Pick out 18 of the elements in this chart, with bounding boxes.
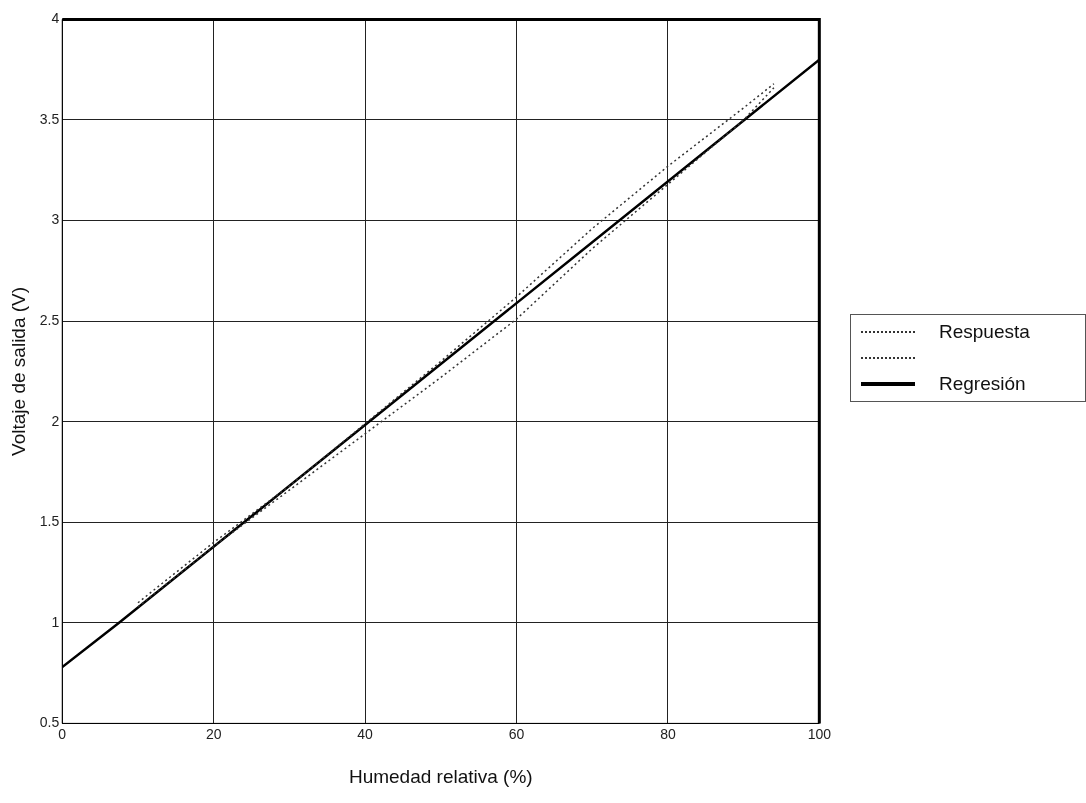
y-tick-label: 2 xyxy=(51,412,60,429)
x-tick-label: 80 xyxy=(660,725,676,742)
y-tick-label: 1.5 xyxy=(39,513,60,530)
y-tick-label: 2.5 xyxy=(39,311,60,328)
x-tick-label: 100 xyxy=(807,725,832,742)
y-tick-label: 0.5 xyxy=(39,714,60,731)
y-axis-title: Voltaje de salida (V) xyxy=(7,286,29,456)
y-tick-label: 1 xyxy=(51,613,60,630)
y-tick-label: 3 xyxy=(51,211,60,228)
x-axis-title: Humedad relativa (%) xyxy=(348,765,533,787)
legend-label: Regresión xyxy=(939,373,1026,395)
legend-label: Respuesta xyxy=(939,321,1030,343)
x-tick-label: 20 xyxy=(205,725,222,742)
y-tick-label: 3.5 xyxy=(39,110,60,127)
y-tick-label: 4 xyxy=(51,10,60,27)
x-tick-label: 60 xyxy=(508,725,525,742)
x-tick-label: 0 xyxy=(58,725,67,742)
x-tick-label: 40 xyxy=(357,725,374,742)
